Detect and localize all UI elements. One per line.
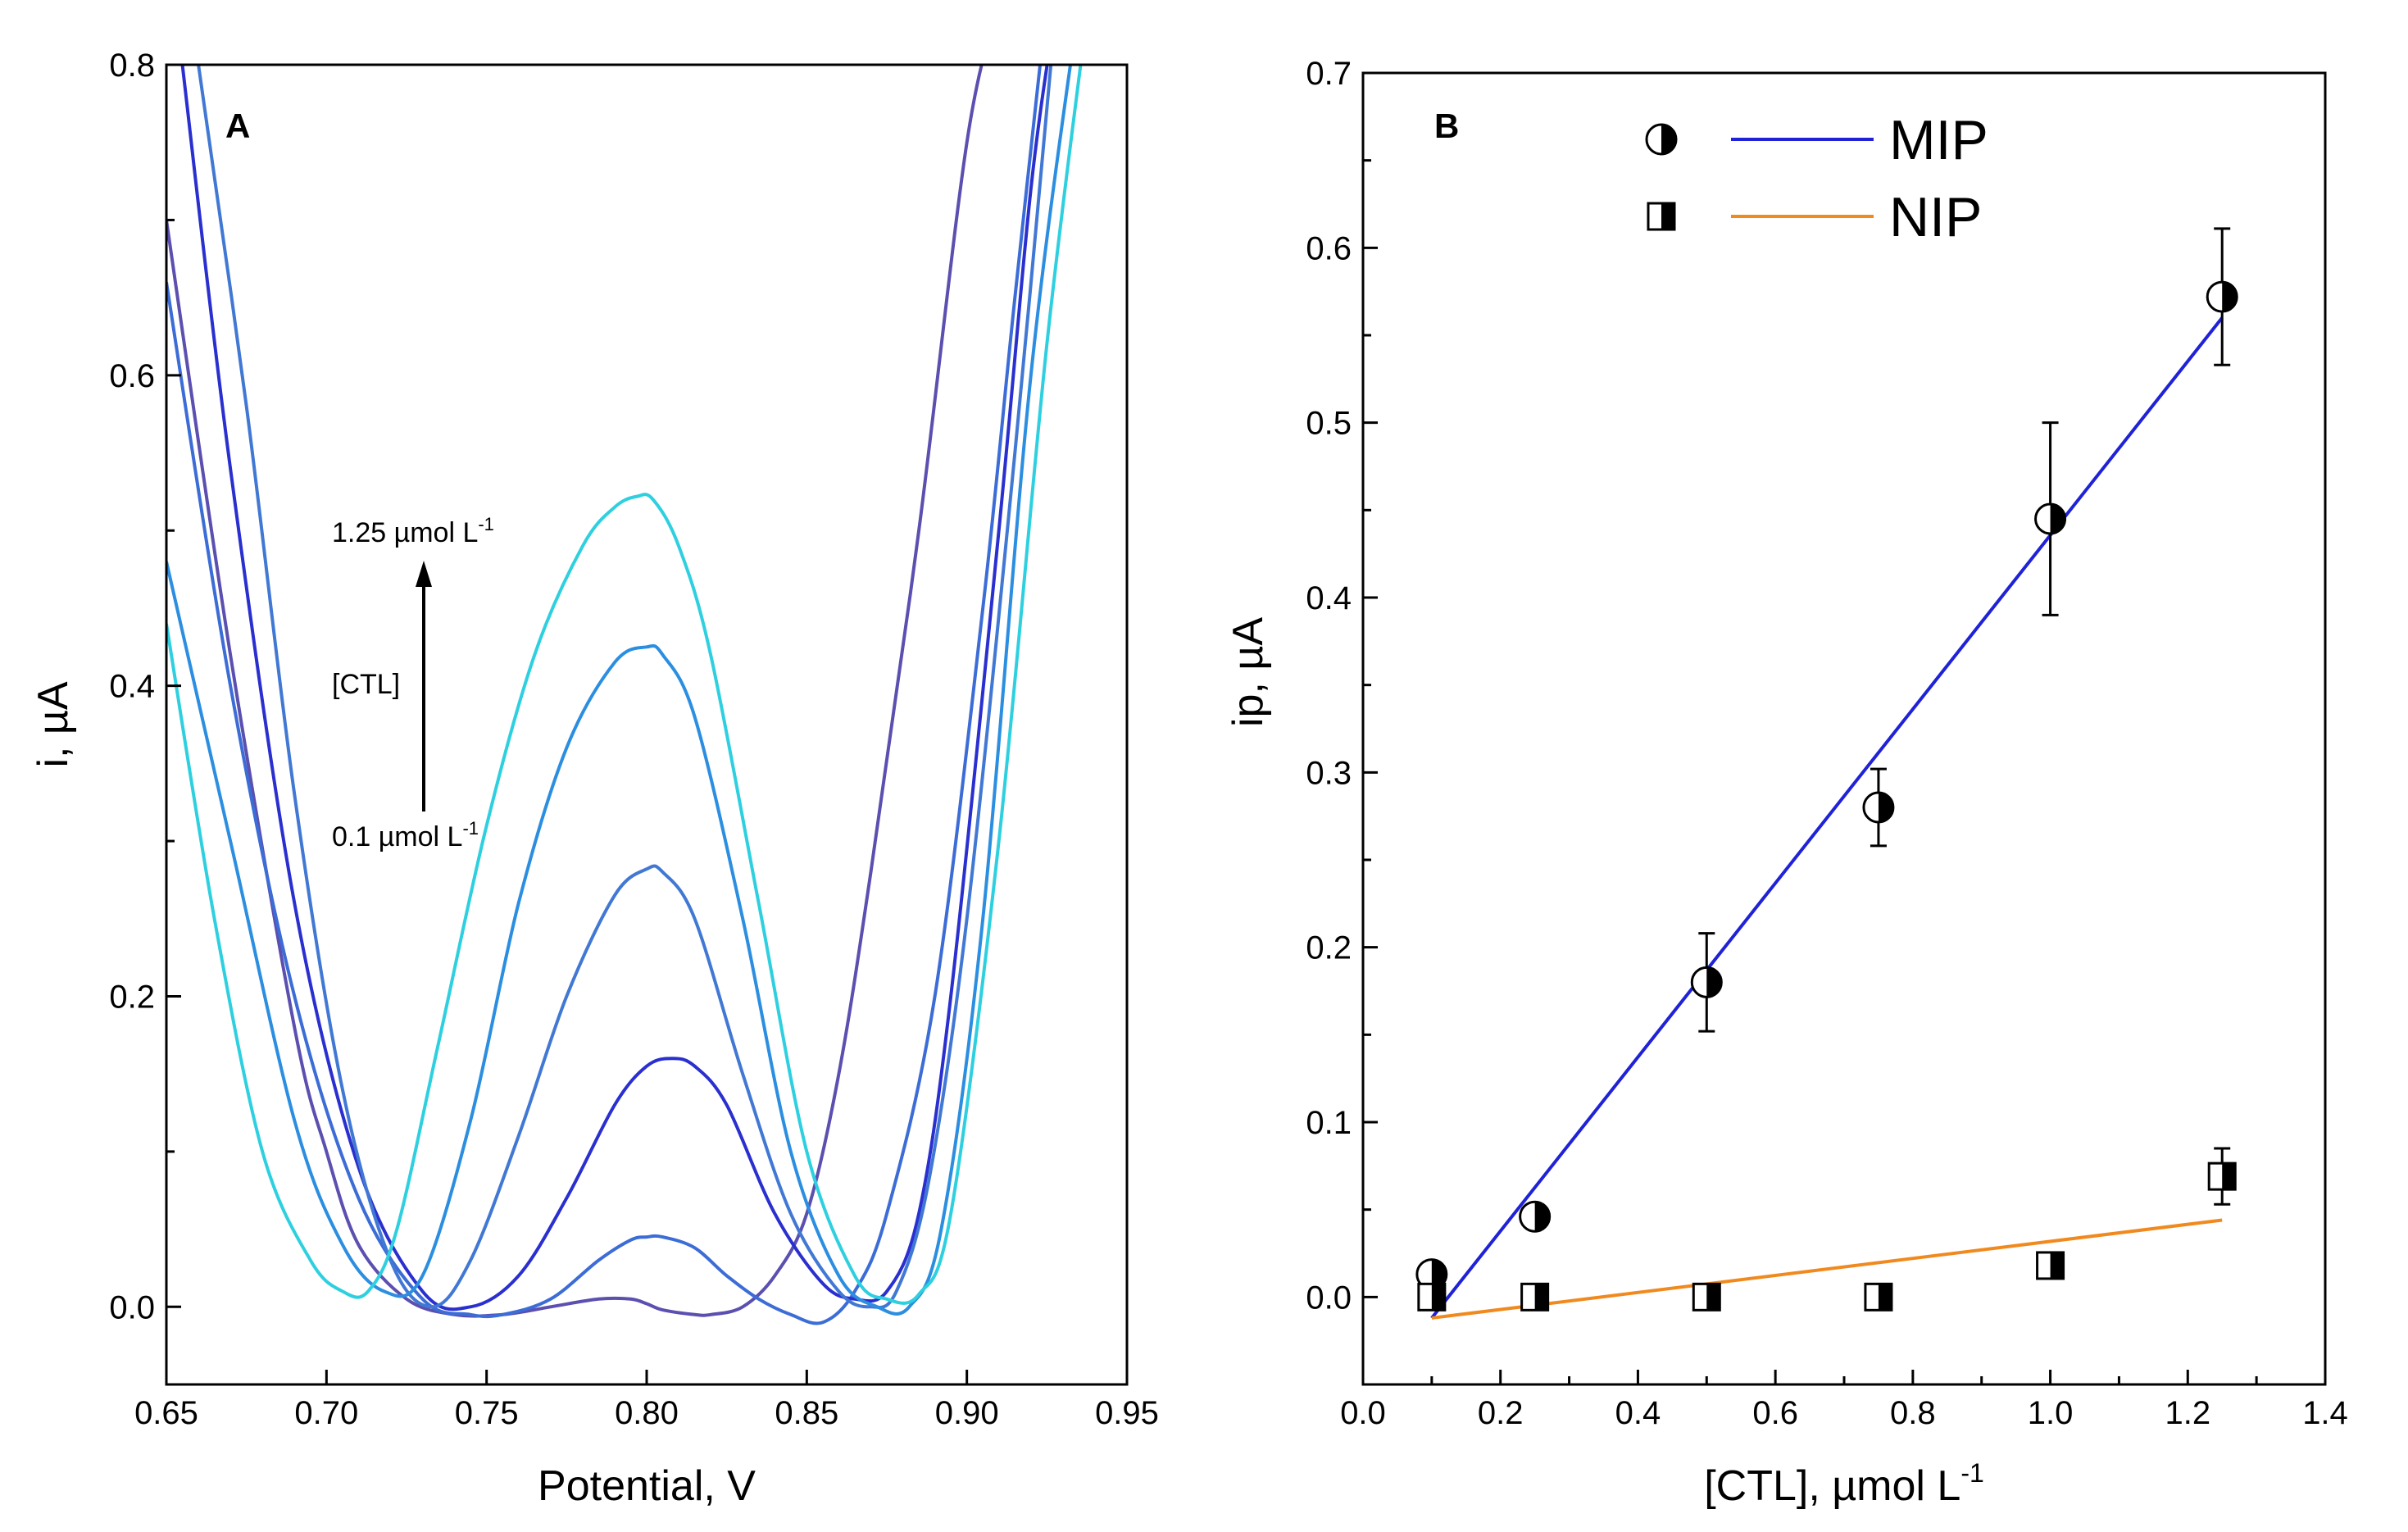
voltammogram-curve-2 [166,65,1043,1325]
y-tick-label-b-1: 0.1 [1306,1105,1352,1141]
point-nip-5 [2207,1162,2237,1191]
y-axis-label-a: i, µA [30,681,77,767]
point-nip-0-fill [1431,1284,1445,1311]
curves-group [166,65,1083,1325]
x-tick-label-a-1: 0.70 [294,1395,358,1431]
y-tick-label-a-0: 0.0 [109,1289,155,1325]
point-nip-2-fill [1706,1284,1720,1311]
voltammogram-curve-4 [197,65,1053,1309]
point-nip-1 [1520,1282,1550,1312]
legend-nip-symbol [1647,202,1676,231]
x-tick-label-b-2: 0.4 [1615,1395,1661,1431]
x-tick-label-a-6: 0.95 [1095,1395,1159,1431]
panel-label-a: A [225,107,250,145]
points-group [1415,227,2238,1312]
point-nip-3 [1864,1282,1893,1312]
chart-panel-b: 0.0 0.2 0.4 0.6 0.8 1.0 1.2 1.4 0.0 0.1 0.2 0.3 0.4 0… [1224,56,2348,1510]
y-tick-label-b-7: 0.7 [1306,56,1352,92]
y-tick-label-a-4: 0.8 [109,48,155,84]
y-tick-label-a-2: 0.4 [109,669,155,705]
point-nip-5-fill [2222,1163,2236,1190]
x-axis-label-b: [CTL], µmol L-1 [1704,1458,1984,1510]
x-tick-label-a-5: 0.90 [935,1395,999,1431]
point-mip-2-fill [1706,967,1722,998]
point-nip-4 [2036,1251,2065,1280]
point-mip-1-fill [1534,1202,1550,1232]
legend-mip-symbol [1645,123,1678,156]
annotation-top-conc: 1.25 µmol L-1 [332,514,494,548]
y-tick-label-b-0: 0.0 [1306,1280,1352,1316]
x-tick-label-b-5: 1.0 [2028,1395,2074,1431]
ticks-group-a: 0.65 0.70 0.75 0.80 0.85 0.90 0.95 0.0 0.2 0.4 0.6… [109,48,1159,1431]
point-mip-4 [2034,502,2067,535]
x-tick-label-a-0: 0.65 [134,1395,198,1431]
fit-line-nip [1431,1218,2223,1320]
point-nip-2 [1692,1282,1721,1312]
x-tick-label-b-7: 1.4 [2302,1395,2348,1431]
y-tick-label-b-2: 0.2 [1306,930,1352,966]
legend-nip-marker [1647,202,1676,231]
point-nip-3-fill [1878,1284,1892,1311]
point-mip-0 [1415,1258,1448,1291]
annotation-ctl: [CTL] [332,669,400,700]
voltammogram-curve-5 [166,65,1073,1316]
legend-mip-marker [1645,123,1678,156]
x-tick-label-a-2: 0.75 [455,1395,519,1431]
y-tick-label-b-4: 0.4 [1306,580,1352,616]
legend-mip-label: MIP [1889,109,1988,171]
point-mip-0-fill [1431,1259,1447,1289]
point-mip-3-fill [1878,793,1893,822]
chart-panel-a: 0.65 0.70 0.75 0.80 0.85 0.90 0.95 0.0 0.2 0.4 0.6… [30,48,1159,1510]
voltammogram-curve-1 [166,65,984,1318]
x-tick-label-b-0: 0.0 [1340,1395,1386,1431]
y-tick-label-b-3: 0.3 [1306,755,1352,791]
panel-label-b: B [1434,107,1459,145]
point-nip-1-fill [1534,1284,1548,1311]
y-tick-label-b-6: 0.6 [1306,230,1352,266]
legend-nip-symbol-fill [1661,203,1674,230]
legend-mip-symbol-fill [1661,125,1676,154]
x-tick-label-b-6: 1.2 [2165,1395,2210,1431]
voltammogram-curve-3 [180,65,1049,1312]
point-nip-4-fill [2050,1252,2064,1279]
x-tick-label-a-3: 0.80 [615,1395,679,1431]
point-mip-5 [2206,280,2238,313]
x-axis-label-a: Potential, V [538,1462,756,1510]
point-mip-4-fill [2050,504,2065,534]
x-tick-label-b-1: 0.2 [1478,1395,1524,1431]
point-nip-0 [1417,1282,1447,1312]
legend: MIP NIP [1645,109,1988,248]
y-tick-label-a-1: 0.2 [109,979,155,1015]
point-mip-3 [1862,791,1895,824]
legend-nip-label: NIP [1889,186,1982,248]
point-mip-1 [1519,1200,1552,1233]
y-tick-label-a-3: 0.6 [109,358,155,394]
x-tick-label-b-3: 0.6 [1752,1395,1798,1431]
voltammogram-curve-6 [166,65,1083,1305]
point-mip-2 [1690,966,1723,998]
x-tick-label-a-4: 0.85 [775,1395,838,1431]
fit-lines-group [1430,316,2224,1320]
arrow-head-icon [416,561,432,587]
annotation-bottom-conc: 0.1 µmol L-1 [332,818,479,852]
fit-line-mip [1430,316,2224,1320]
x-tick-label-b-4: 0.8 [1890,1395,1936,1431]
point-mip-5-fill [2222,282,2238,312]
y-axis-label-b: ip, µA [1224,617,1272,727]
ticks-group-b: 0.0 0.2 0.4 0.6 0.8 1.0 1.2 1.4 0.0 0.1 0.2 0.3 0.4 0… [1306,56,2347,1431]
y-tick-label-b-5: 0.5 [1306,406,1352,442]
